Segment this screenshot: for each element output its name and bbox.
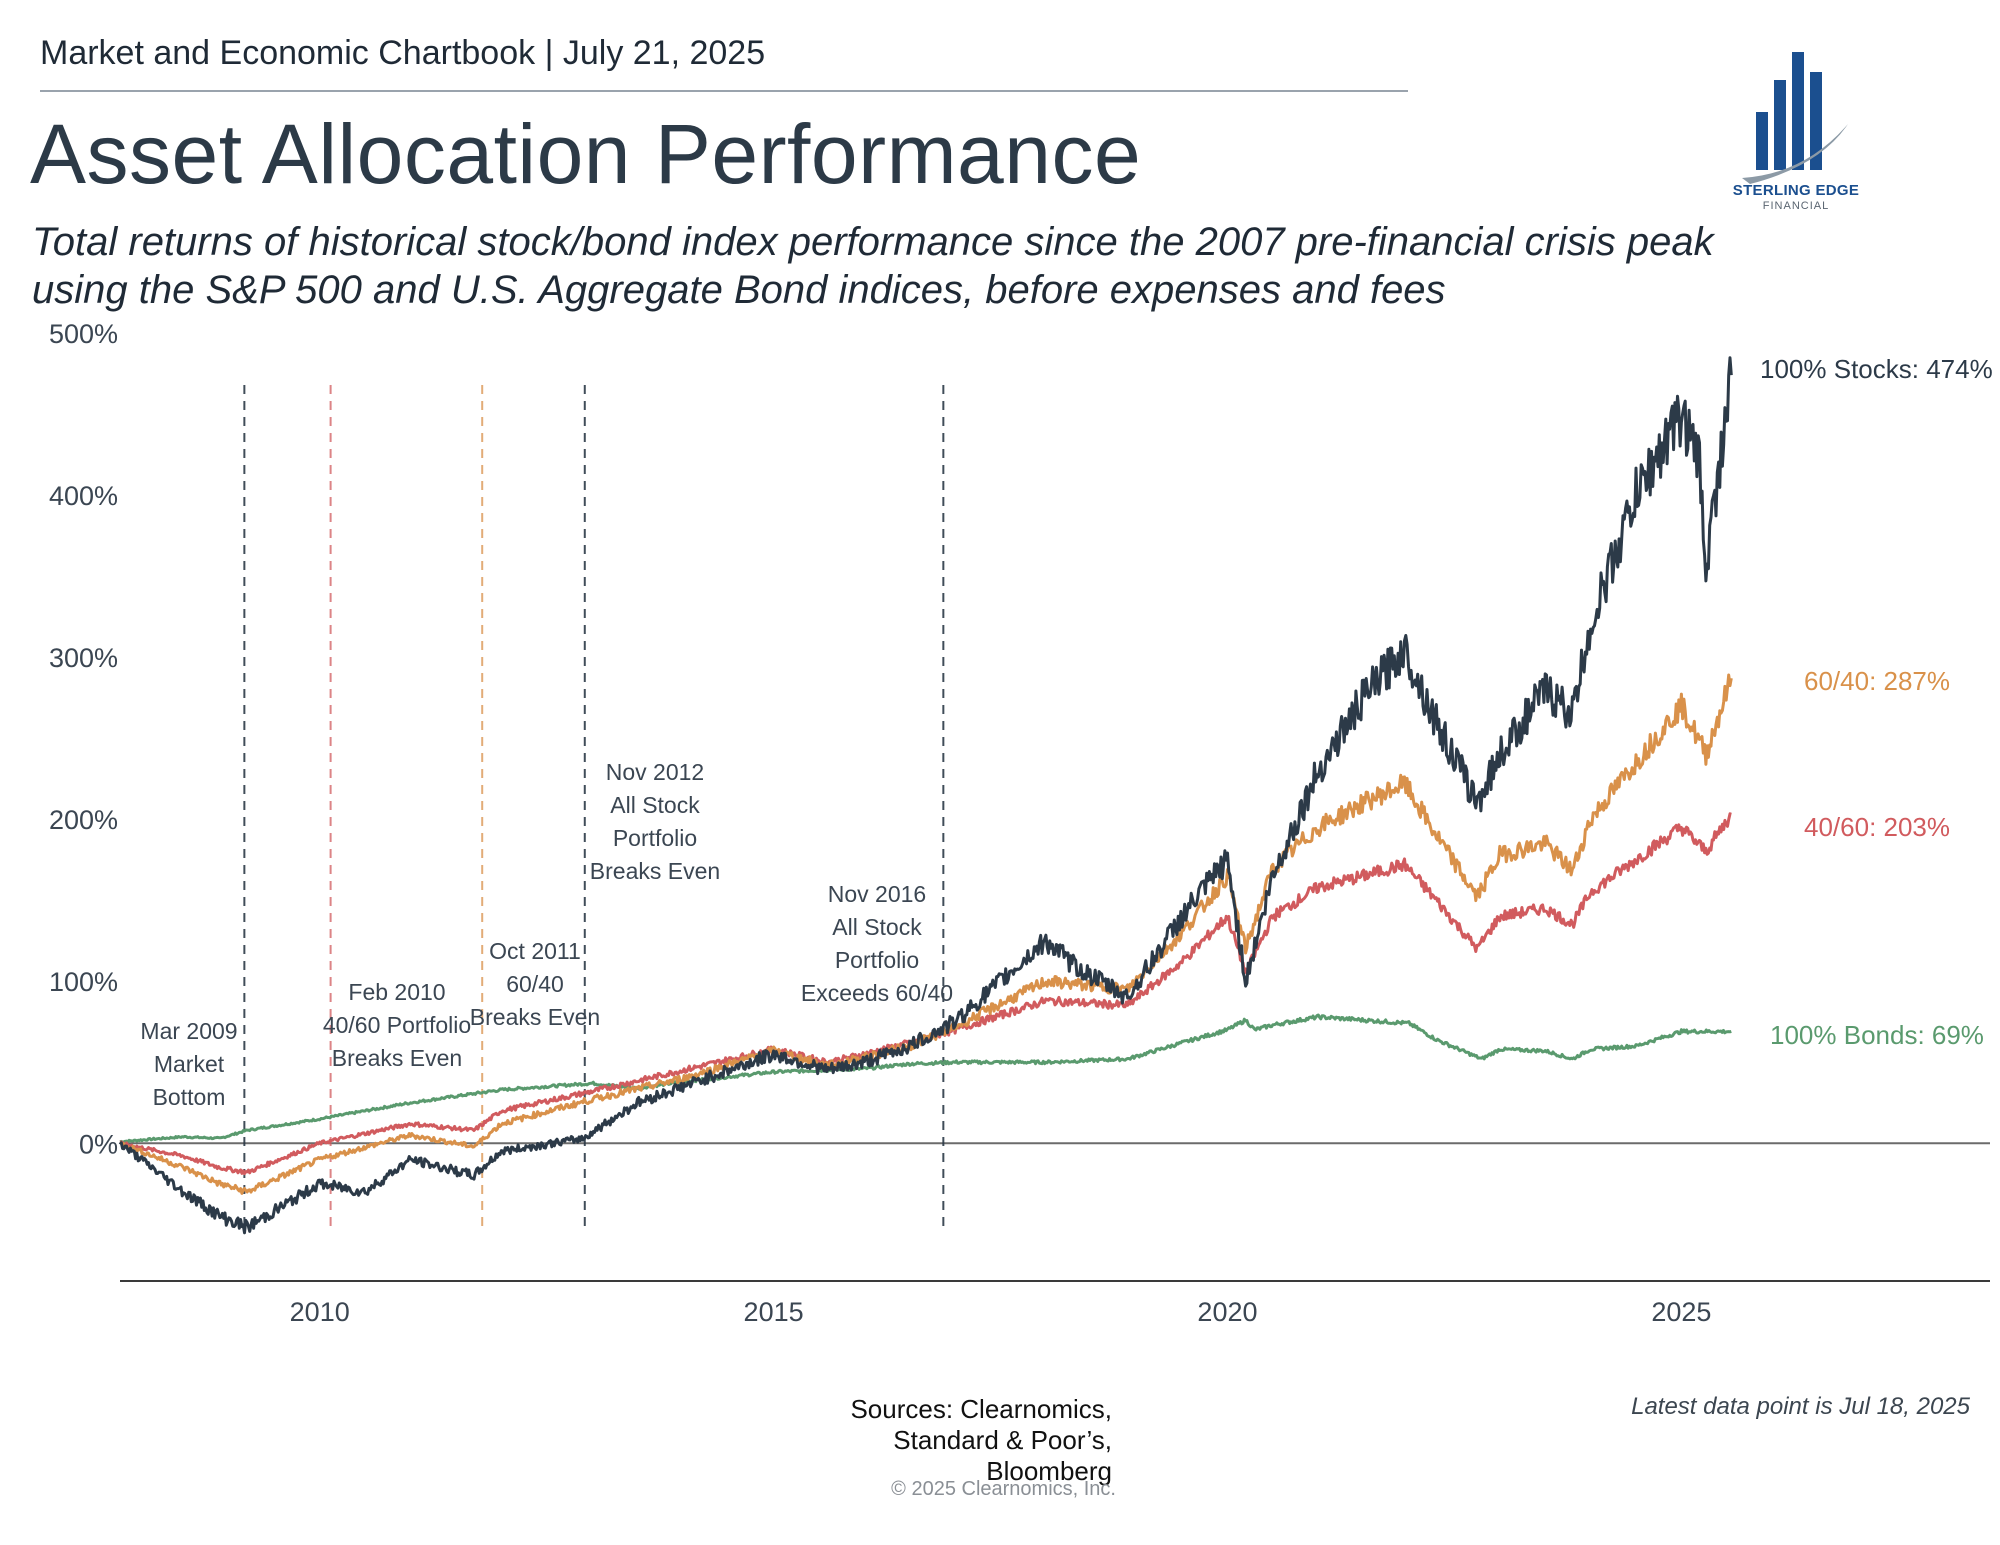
logo-name: STERLING EDGE — [1732, 182, 1860, 199]
y-tick-label: 500% — [49, 319, 118, 349]
latest-data-note: Latest data point is Jul 18, 2025 — [1631, 1393, 1970, 1420]
chartbook-header: Market and Economic Chartbook | July 21,… — [40, 34, 766, 72]
series-line — [119, 1013, 1732, 1144]
x-tick-label: 2015 — [744, 1297, 804, 1327]
series-end-label: 100% Bonds: 69% — [1770, 1020, 1984, 1050]
header-divider — [40, 90, 1408, 92]
annotation-label: Feb 2010 — [348, 979, 445, 1005]
allocation-performance-chart: 0% 100% 200% 300% 400% 500% 2010 2015 2020 2025 10… — [49, 319, 1993, 1327]
annotation-label: All Stock — [610, 792, 700, 818]
series-end-label: 40/60: 203% — [1804, 812, 1950, 842]
building-bars-icon — [1742, 52, 1848, 184]
annotation-label: Portfolio — [613, 825, 697, 851]
series-line — [118, 356, 1733, 1235]
annotation-label: Nov 2012 — [606, 759, 704, 785]
copyright-note: © 2025 Clearnomics, Inc. — [891, 1478, 1116, 1500]
annotation-label: Exceeds 60/40 — [801, 980, 953, 1006]
sources-note: Sources: Clearnomics, Standard & Poor’s,… — [800, 1394, 1112, 1487]
sources-line: Standard & Poor’s, — [893, 1425, 1112, 1455]
series-end-label: 60/40: 287% — [1804, 666, 1950, 696]
y-tick-label: 200% — [49, 805, 118, 835]
y-tick-label: 400% — [49, 481, 118, 511]
page-title: Asset Allocation Performance — [30, 107, 1142, 201]
x-tick-label: 2010 — [290, 1297, 350, 1327]
y-tick-label: 100% — [49, 967, 118, 997]
logo-subtitle: FINANCIAL — [1762, 200, 1830, 212]
annotation-label: Bottom — [153, 1084, 226, 1110]
annotation-label: Mar 2009 — [140, 1018, 237, 1044]
annotation-label: Market — [154, 1051, 225, 1077]
annotation-label: All Stock — [832, 914, 922, 940]
x-tick-label: 2020 — [1197, 1297, 1257, 1327]
annotation-label: 40/60 Portfolio — [323, 1012, 471, 1038]
sources-line: Bloomberg — [986, 1456, 1112, 1486]
series-end-label: 100% Stocks: 474% — [1760, 354, 1993, 384]
y-tick-label: 300% — [49, 643, 118, 673]
annotation-label: Oct 2011 — [489, 938, 581, 964]
annotation-label: Breaks Even — [470, 1004, 600, 1030]
annotation-label: Nov 2016 — [828, 881, 926, 907]
x-tick-label: 2025 — [1651, 1297, 1711, 1327]
annotation-label: Breaks Even — [332, 1045, 462, 1071]
annotation-label: Breaks Even — [590, 858, 720, 884]
annotation-label: 60/40 — [506, 971, 564, 997]
sources-line: Sources: Clearnomics, — [850, 1394, 1112, 1424]
y-tick-label: 0% — [79, 1129, 118, 1159]
chart-subtitle: Total returns of historical stock/bond i… — [32, 220, 1714, 312]
annotation-label: Portfolio — [835, 947, 919, 973]
